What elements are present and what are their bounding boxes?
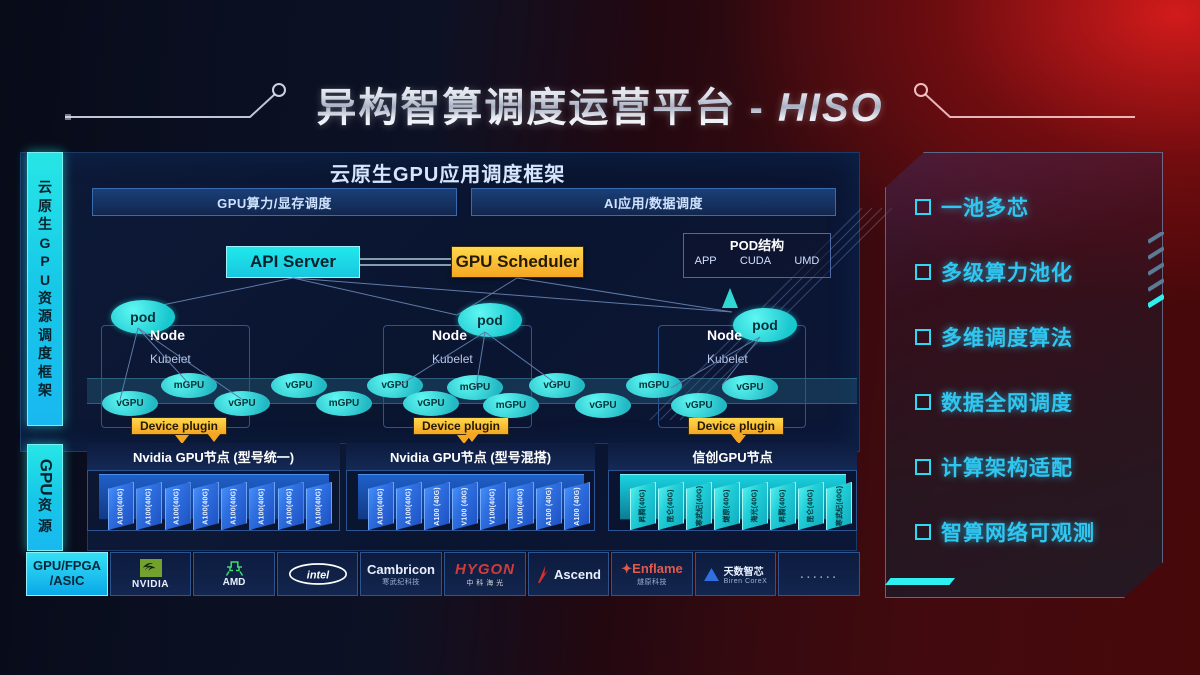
svg-text:intel: intel [306, 570, 329, 582]
